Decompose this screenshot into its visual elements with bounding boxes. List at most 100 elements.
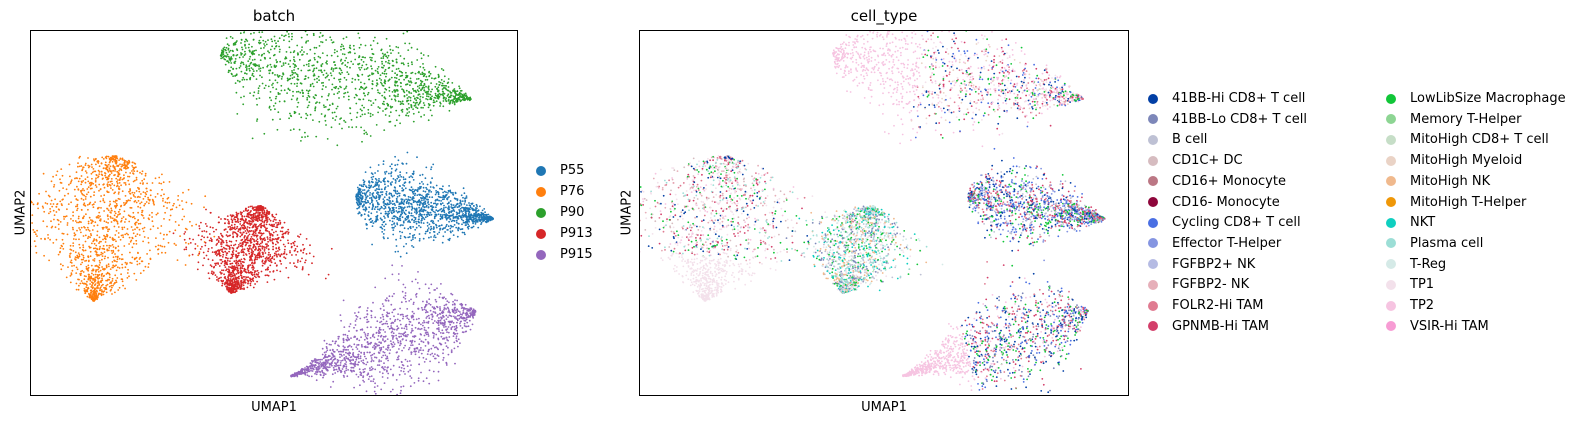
legend-label: TP2 (1410, 298, 1435, 313)
point-cluster (355, 151, 494, 258)
legend-marker (1148, 155, 1158, 166)
legend-item: GPNMB-Hi TAM (1148, 319, 1269, 334)
legend-item: FOLR2-Hi TAM (1148, 298, 1264, 313)
cell-type-plot-title: cell_type (850, 7, 918, 25)
legend-item: NKT (1386, 215, 1435, 230)
legend-item: FGFBP2- NK (1148, 277, 1249, 292)
legend-label: CD16+ Monocyte (1172, 173, 1286, 189)
legend-marker (1148, 93, 1158, 104)
legend-marker (1386, 217, 1396, 228)
legend-label: 41BB-Lo CD8+ T cell (1172, 111, 1307, 127)
legend-label: T-Reg (1410, 256, 1447, 272)
legend-item: 41BB-Hi CD8+ T cell (1148, 91, 1305, 106)
legend-label: FGFBP2- NK (1172, 277, 1250, 293)
legend-item: Cycling CD8+ T cell (1148, 215, 1301, 230)
legend-item: MitoHigh CD8+ T cell (1386, 132, 1549, 147)
legend-label: TP1 (1410, 277, 1435, 293)
point-cluster (785, 205, 944, 294)
legend-marker (1386, 197, 1396, 207)
legend-item: TP1 (1386, 277, 1434, 292)
legend-item: 41BB-Lo CD8+ T cell (1148, 112, 1307, 127)
cell-type-plot-area (639, 30, 1129, 396)
legend-item: T-Reg (1386, 257, 1446, 272)
legend-label: NKT (1410, 215, 1436, 231)
batch-plot-area (30, 30, 518, 396)
legend-marker (1386, 114, 1396, 125)
legend-marker (1386, 176, 1396, 187)
legend-marker (1148, 217, 1158, 228)
legend-marker (1148, 279, 1158, 290)
legend-label: FGFBP2+ NK (1172, 256, 1256, 272)
legend-marker (1386, 279, 1396, 290)
legend-label: LowLibSize Macrophage (1410, 91, 1566, 106)
legend-item: P76 (536, 184, 584, 199)
legend-marker (1148, 197, 1158, 207)
legend-item: MitoHigh NK (1386, 174, 1490, 189)
legend-marker (1386, 321, 1396, 332)
legend-marker (536, 165, 546, 176)
point-cluster (290, 264, 477, 395)
legend-marker (536, 186, 546, 197)
legend-label: P55 (560, 163, 585, 178)
point-cluster (967, 147, 1106, 263)
legend-item: P913 (536, 226, 593, 241)
legend-label: P913 (560, 226, 593, 241)
legend-item: P55 (536, 163, 584, 178)
point-cluster (172, 205, 333, 294)
legend-item: CD1C+ DC (1148, 153, 1243, 168)
legend-label: Effector T-Helper (1172, 235, 1282, 251)
legend-marker (1148, 259, 1158, 270)
legend-label: P915 (560, 247, 593, 262)
legend-marker (1386, 238, 1396, 249)
legend-marker (536, 228, 546, 239)
batch-y-axis-label: UMAP2 (13, 189, 29, 236)
legend-item: CD16+ Monocyte (1148, 174, 1286, 189)
legend-item: MitoHigh Myeloid (1386, 153, 1522, 168)
legend-item: P915 (536, 247, 593, 262)
legend-label: Memory T-Helper (1410, 111, 1522, 127)
legend-item: VSIR-Hi TAM (1386, 319, 1489, 334)
legend-item: Plasma cell (1386, 236, 1483, 251)
point-cluster (640, 155, 855, 302)
legend-item: P90 (536, 205, 584, 220)
cell-type-y-axis-label: UMAP2 (619, 189, 635, 236)
legend-item: LowLibSize Macrophage (1386, 91, 1566, 106)
legend-label: MitoHigh CD8+ T cell (1410, 132, 1549, 148)
legend-marker (1386, 300, 1396, 311)
legend-marker (1386, 155, 1396, 166)
legend-item: MitoHigh T-Helper (1386, 195, 1526, 210)
legend-marker (1148, 238, 1158, 249)
legend-marker (1386, 259, 1396, 270)
legend-label: B cell (1172, 132, 1208, 148)
legend-item: B cell (1148, 132, 1207, 147)
legend-item: Memory T-Helper (1386, 112, 1521, 127)
point-cluster (219, 31, 472, 147)
batch-plot-title: batch (252, 7, 296, 25)
legend-item: FGFBP2+ NK (1148, 257, 1255, 272)
point-cluster (31, 155, 221, 302)
legend-label: MitoHigh NK (1410, 173, 1491, 189)
legend-marker (536, 207, 546, 218)
legend-label: CD1C+ DC (1172, 153, 1243, 169)
legend-marker (1386, 93, 1396, 104)
legend-label: 41BB-Hi CD8+ T cell (1172, 91, 1306, 106)
cell-type-scatter-svg (640, 31, 1106, 394)
legend-marker (1148, 134, 1158, 145)
legend-label: VSIR-Hi TAM (1410, 318, 1489, 334)
legend-label: P90 (560, 205, 585, 220)
legend-label: GPNMB-Hi TAM (1172, 318, 1270, 334)
legend-marker (1148, 176, 1158, 187)
legend-label: Plasma cell (1410, 235, 1484, 251)
legend-label: MitoHigh T-Helper (1410, 194, 1527, 210)
point-cluster (902, 264, 1089, 394)
legend-marker (1386, 134, 1396, 145)
legend-label: MitoHigh Myeloid (1410, 153, 1523, 169)
legend-label: CD16- Monocyte (1172, 194, 1280, 210)
cell-type-x-axis-label: UMAP1 (861, 400, 907, 415)
batch-scatter-svg (31, 31, 494, 395)
legend-item: TP2 (1386, 298, 1434, 313)
legend-label: P76 (560, 184, 585, 199)
legend-marker (536, 249, 546, 260)
legend-marker (1148, 321, 1158, 332)
legend-item: Effector T-Helper (1148, 236, 1281, 251)
